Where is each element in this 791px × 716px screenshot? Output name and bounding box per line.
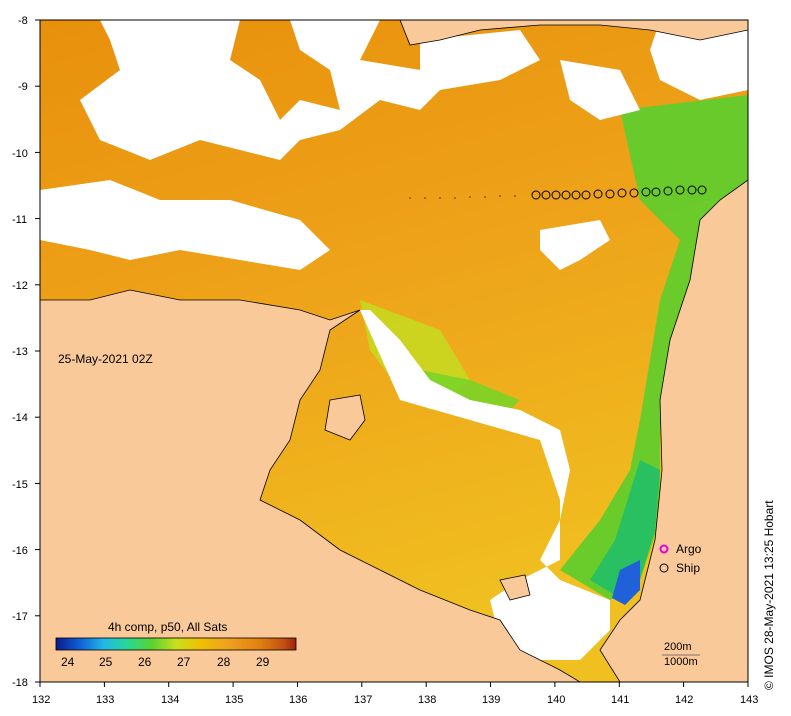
- x-tick-label: 140: [547, 694, 565, 706]
- y-tick-label: -14: [12, 412, 28, 424]
- x-tick-label: 143: [740, 694, 758, 706]
- colorbar-tick: 26: [138, 655, 152, 669]
- x-tick-label: 142: [675, 694, 693, 706]
- depth-1000m: 1000m: [664, 656, 698, 668]
- y-tick-label: -15: [12, 479, 28, 491]
- y-tick-labels: -8 -9 -10 -11 -12 -13 -14 -15 -16 -17 -1…: [12, 15, 28, 689]
- x-tick-label: 132: [32, 694, 50, 706]
- y-axis: [35, 19, 40, 683]
- cloud-gulf-center: [360, 310, 610, 660]
- colorbar-tick: 27: [177, 655, 191, 669]
- colorbar-tick: 24: [61, 655, 75, 669]
- y-tick-label: -13: [12, 346, 28, 358]
- x-tick-label: 135: [225, 694, 243, 706]
- land-new-guinea: [399, 20, 748, 46]
- y-tick-label: -17: [12, 611, 28, 623]
- cloud-northeast: [560, 60, 640, 120]
- land-groote: [324, 394, 366, 441]
- x-tick-label: 133: [96, 694, 114, 706]
- x-tick-label: 136: [289, 694, 307, 706]
- colorbar-ticks: 24 25 26 27 28 29: [61, 655, 270, 669]
- ship-marker-icon: [659, 563, 669, 573]
- y-tick-label: -16: [12, 545, 28, 557]
- colorbar-tick: 28: [217, 655, 231, 669]
- x-tick-label: 134: [161, 694, 179, 706]
- x-tick-label: 141: [611, 694, 629, 706]
- cold-patch: [612, 560, 640, 605]
- cloud-east: [540, 220, 610, 270]
- colorbar-tick: 25: [99, 655, 113, 669]
- legend-argo: Argo: [676, 542, 702, 556]
- depth-200m: 200m: [664, 641, 692, 653]
- argo-marker-icon: [659, 544, 669, 554]
- cloud-west: [40, 180, 330, 270]
- land-arnhem: [40, 289, 581, 682]
- x-tick-label: 139: [482, 694, 500, 706]
- land-wellesley: [499, 574, 531, 601]
- legend-ship: Ship: [676, 561, 700, 575]
- credit-label: © IMOS 28-May-2021 13:25 Hobart: [762, 500, 776, 690]
- cloud-upper-right: [650, 20, 748, 100]
- x-tick-label: 137: [354, 694, 372, 706]
- colorbar: [55, 637, 297, 651]
- x-tick-label: 138: [418, 694, 436, 706]
- y-tick-label: -10: [12, 148, 28, 160]
- cloud-north: [80, 20, 540, 160]
- colorbar-tick: 29: [256, 655, 270, 669]
- y-tick-label: -11: [12, 214, 27, 226]
- y-tick-label: -12: [12, 280, 28, 292]
- ship-track-dots: [409, 195, 516, 199]
- land-cape-york: [599, 20, 748, 682]
- y-tick-label: -9: [18, 81, 28, 93]
- date-label: 25-May-2021 02Z: [58, 352, 153, 366]
- cool-band-east-inner: [590, 460, 660, 595]
- colorbar-title: 4h comp, p50, All Sats: [108, 620, 227, 634]
- x-tick-labels: 132 133 134 135 136 137 138 139 140 141 …: [32, 694, 758, 706]
- ship-track: [531, 185, 707, 200]
- y-tick-label: -8: [18, 15, 28, 27]
- x-axis: [39, 682, 749, 687]
- y-tick-label: -18: [12, 677, 28, 689]
